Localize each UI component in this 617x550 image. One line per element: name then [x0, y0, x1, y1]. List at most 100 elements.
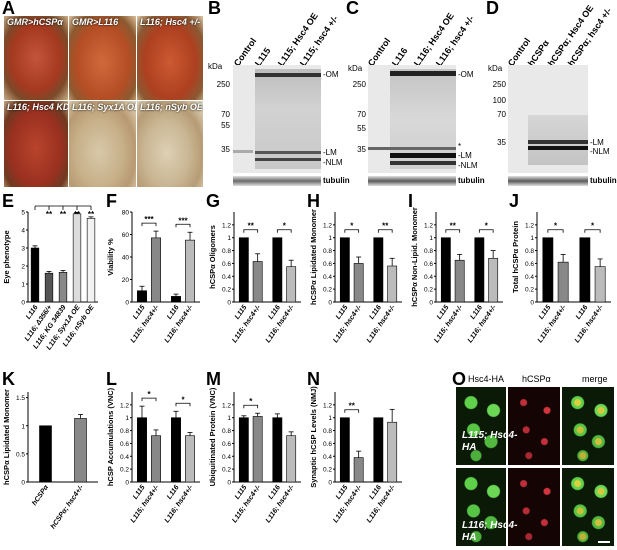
hsc4-image-row2 — [456, 468, 506, 546]
mw-marker: 100 — [492, 96, 506, 105]
y-tick-label: 60 — [122, 232, 130, 239]
bar — [286, 435, 297, 483]
y-tick-label: 0 — [21, 480, 25, 487]
panel-label-e: E — [2, 191, 15, 211]
significance-label: * — [283, 222, 287, 231]
bar — [272, 237, 283, 303]
y-axis-label: Ubiquitinated Protein (VNC) — [208, 387, 217, 486]
mw-marker: 55 — [357, 124, 366, 133]
significance-bracket — [377, 229, 393, 233]
y-tick-label: 1 — [227, 235, 231, 242]
row-label: L116; Hsc4-HA — [462, 520, 518, 543]
bar — [185, 239, 195, 303]
y-tick-label: 0 — [530, 300, 534, 307]
significance-bracket — [344, 229, 360, 233]
bar — [137, 417, 147, 483]
bar — [58, 272, 68, 303]
bar — [151, 237, 161, 303]
loading-label: tubulin — [323, 176, 350, 185]
panel-label-h: H — [307, 191, 320, 211]
significance-label: ** — [450, 222, 457, 231]
loading-label: tubulin — [590, 176, 617, 185]
tubulin-band — [368, 176, 456, 186]
significance-label: ** — [46, 210, 53, 219]
row-label: L115; Hsc4-HA — [462, 430, 518, 453]
y-axis-label: hCSPα Lipidated Monomer — [309, 209, 318, 305]
y-tick-label: 0.8 — [323, 428, 332, 435]
y-tick-label: 0 — [227, 480, 231, 487]
bar — [542, 237, 554, 303]
y-tick-label: 1.2 — [323, 222, 332, 229]
y-tick-label: 0.2 — [222, 287, 231, 294]
bar — [86, 217, 96, 303]
mw-marker: 70 — [497, 110, 506, 119]
mw-marker: 35 — [357, 145, 366, 154]
y-tick-label: 2 — [21, 264, 25, 271]
significance-label: * — [591, 222, 595, 231]
y-tick-label: 1 — [227, 415, 231, 422]
y-tick-label: 1 — [21, 282, 25, 289]
significance-label: ** — [248, 222, 255, 231]
x-tick-label: L116 — [575, 304, 590, 321]
mw-marker: 250 — [216, 80, 230, 89]
bar — [440, 237, 451, 303]
panel-label-m: M — [206, 369, 221, 389]
eye-caption: L116; nSyb OE — [140, 102, 203, 112]
bar — [272, 417, 283, 483]
band-label: -LM — [590, 138, 604, 147]
significance-bracket — [175, 402, 191, 407]
panel-label-k: K — [2, 369, 15, 389]
y-axis-label: Viability % — [106, 238, 115, 276]
fluorescence-panel-o: Hsc4-HA hCSPα merge L115; Hsc4-HA L116; … — [452, 370, 617, 550]
y-tick-label: 0.8 — [120, 428, 129, 435]
y-tick-label: 0 — [21, 300, 25, 307]
y-tick-label: 1 — [328, 235, 332, 242]
eye-caption: GMR>L116 — [72, 17, 119, 27]
kda-label: kDa — [488, 64, 503, 73]
significance-label: ** — [74, 210, 81, 219]
y-tick-label: 0.2 — [222, 467, 231, 474]
western-blot-d: Control hCSPα hCSPα; Hsc4 OE hCSPα; hsc4… — [486, 0, 617, 190]
significance-bracket — [344, 409, 360, 413]
y-tick-label: 0.2 — [323, 467, 332, 474]
significance-label: * — [350, 222, 354, 231]
bar — [286, 266, 297, 303]
bar — [252, 261, 263, 303]
panel-label-o: O — [452, 369, 467, 389]
y-tick-label: 1.2 — [222, 402, 231, 409]
significance-bracket — [141, 222, 157, 227]
bar — [488, 257, 499, 303]
significance-bracket — [445, 229, 461, 233]
mw-marker: 250 — [352, 80, 366, 89]
significance-label: *** — [144, 215, 154, 224]
scale-bar — [598, 541, 610, 543]
significance-bracket — [478, 229, 494, 233]
eye-caption: L116; Hsc4 KD — [7, 102, 69, 112]
hcsp-image-row1 — [508, 387, 560, 465]
eye-caption: GMR>hCSPα — [7, 17, 63, 27]
y-tick-label: 40 — [122, 255, 130, 262]
x-tick-label: L115 — [538, 304, 553, 321]
y-tick-label: 1.2 — [120, 402, 129, 409]
y-tick-label: 0.6 — [120, 441, 129, 448]
significance-label: ** — [60, 210, 67, 219]
y-tick-label: 0.6 — [424, 261, 433, 268]
bar-chart-j: 0 0.2 0.4 0.6 0.8 1 1.2 Total hCSPα Protein L115… — [511, 212, 611, 344]
y-tick-label: 0.4 — [222, 274, 231, 281]
bar — [252, 416, 263, 483]
y-tick-label: 5 — [21, 210, 25, 217]
blot-membrane — [508, 65, 588, 173]
lane-label: Control — [365, 36, 393, 68]
mw-marker: 70 — [221, 110, 230, 119]
y-tick-label: 1 — [21, 423, 25, 430]
y-tick-label: 1.2 — [323, 402, 332, 409]
y-tick-label: 80 — [122, 210, 130, 217]
eye-photo-6: L116; nSyb OE — [136, 100, 204, 188]
bar — [373, 237, 384, 303]
hsc4-image-row1 — [456, 387, 506, 465]
blot-membrane — [233, 65, 321, 173]
eye-caption: L116; Syx1A OE — [72, 102, 137, 112]
bar — [185, 435, 195, 483]
significance-label: ** — [382, 222, 389, 231]
eye-photo-1: GMR>hCSPα — [3, 15, 69, 101]
